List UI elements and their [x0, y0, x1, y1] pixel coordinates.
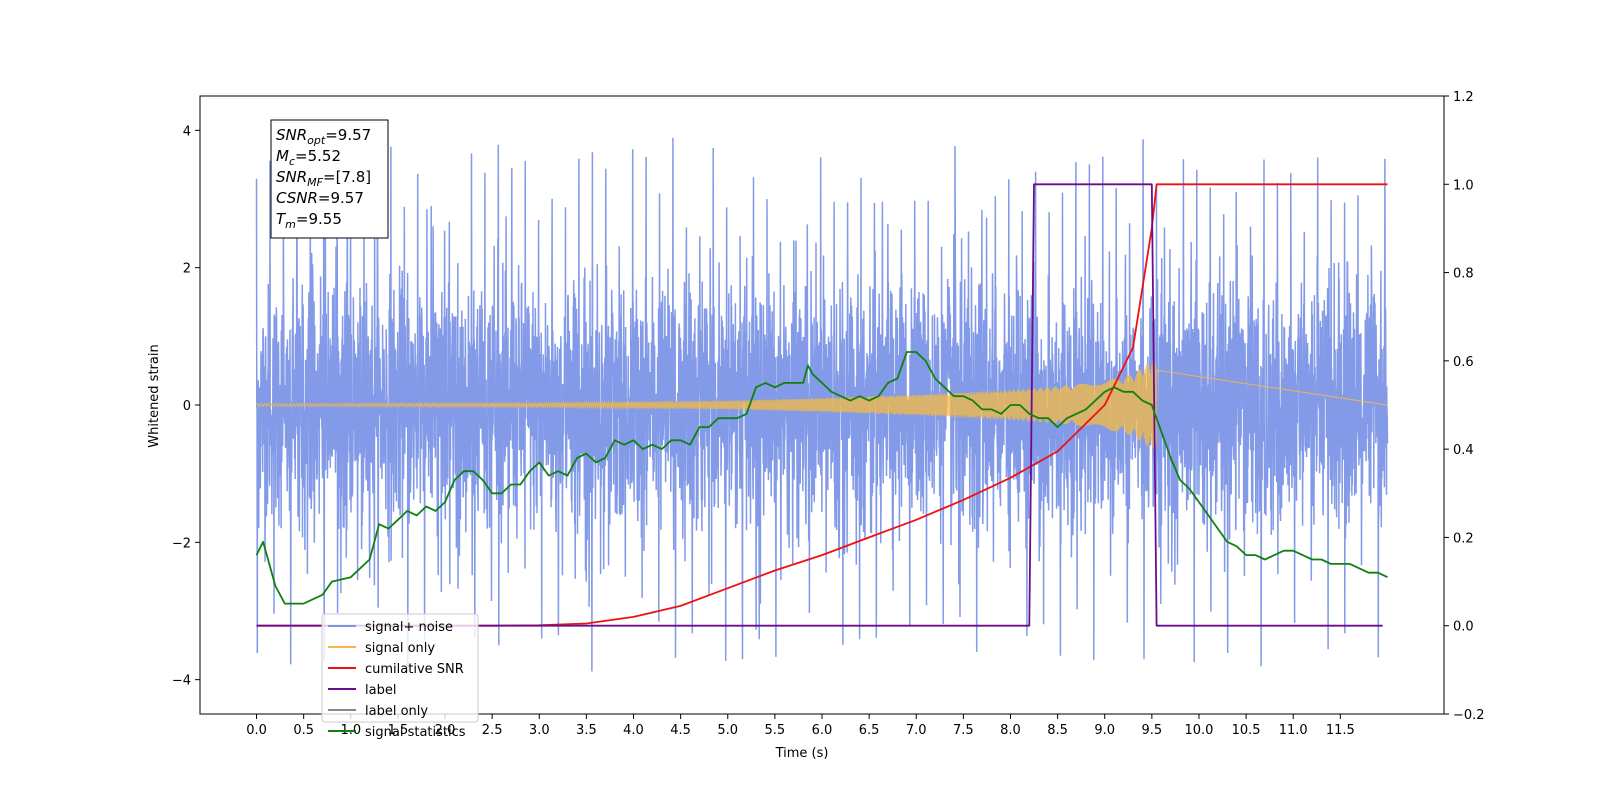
- legend: signal+ noise signal only cumilative SNR la…: [321, 613, 479, 740]
- annotation-line-value: =9.57: [325, 126, 371, 144]
- x-tick-label: 5.0: [717, 723, 738, 738]
- annotation-line-symbol: M: [276, 147, 289, 165]
- legend-entry-label: signal statistics: [365, 725, 466, 740]
- annotation-line: SNRopt=9.57: [276, 126, 371, 147]
- y-tick-label-right: −0.2: [1453, 708, 1485, 723]
- annotation-box-frame: [270, 119, 389, 239]
- annotation-line: Tm=9.55: [276, 210, 342, 231]
- legend-entry-label: label only: [365, 704, 428, 719]
- plot-clip-group: [255, 137, 1389, 673]
- x-tick-label: 10.0: [1184, 723, 1213, 738]
- x-tick-label: 11.0: [1279, 723, 1308, 738]
- series-signal-plus-noise-line: [255, 137, 1389, 673]
- annotation-line: Mc=5.52: [276, 147, 341, 168]
- x-tick-label: 4.5: [670, 723, 691, 738]
- plot-data-layer: [255, 137, 1389, 673]
- annotation-line: SNRMF=[7.8]: [276, 168, 371, 189]
- annotation-line-symbol: SNR: [276, 126, 307, 144]
- y-tick-label-right: 0.0: [1453, 620, 1474, 635]
- x-tick-label: 8.5: [1047, 723, 1068, 738]
- x-tick-label: 1.5: [388, 723, 409, 738]
- annotation-line-subscript: m: [285, 218, 296, 231]
- x-tick-label: 3.5: [576, 723, 597, 738]
- annotation-line-symbol: T: [276, 210, 287, 228]
- x-tick-label: 7.5: [953, 723, 974, 738]
- y-tick-label-right: 0.2: [1453, 531, 1474, 546]
- y-tick-label-left: 2: [183, 262, 191, 277]
- y-tick-label-left: 4: [183, 124, 191, 139]
- annotation-line-value: =9.55: [296, 210, 342, 228]
- series-signal-only-line: [255, 360, 1388, 450]
- y-tick-label-right: 0.4: [1453, 443, 1474, 458]
- x-tick-label: 6.0: [812, 723, 833, 738]
- y-tick-label-right: 0.8: [1453, 267, 1474, 282]
- legend-entry-label: signal only: [365, 641, 435, 656]
- annotation-line-subscript: MF: [307, 176, 323, 189]
- x-tick-label: 5.5: [765, 723, 786, 738]
- annotation-line-value: =9.57: [318, 189, 364, 207]
- x-tick-label: 7.0: [906, 723, 927, 738]
- x-tick-label: 9.5: [1142, 723, 1163, 738]
- x-tick-label: 9.0: [1094, 723, 1115, 738]
- y-tick-label-right: 1.0: [1453, 178, 1474, 193]
- axis-ticks-layer: 0.0 0.5 1.0 1.5 2.0 2.5 3.0 3.5 4.0 4.5 5.0 5.5 6.0 6…: [172, 90, 1485, 738]
- annotation-line-symbol: SNR: [276, 168, 307, 186]
- legend-entry-label: signal+ noise: [365, 620, 453, 635]
- series-signal-statistics-line: [255, 351, 1388, 605]
- legend-entry-label: label: [365, 683, 396, 698]
- legend-entry-label: cumilative SNR: [365, 662, 464, 677]
- annotation-line-subscript: c: [289, 155, 295, 168]
- x-tick-label: 0.0: [246, 723, 267, 738]
- x-tick-label: 4.0: [623, 723, 644, 738]
- legend-frame: [321, 613, 479, 723]
- annotation-line-subscript: opt: [307, 134, 326, 147]
- x-tick-label: 3.0: [529, 723, 550, 738]
- x-axis-label: Time (s): [775, 746, 829, 761]
- x-tick-label: 0.5: [293, 723, 314, 738]
- x-tick-label: 6.5: [859, 723, 880, 738]
- y-axis-label-left: Whitened strain: [147, 344, 162, 447]
- x-tick-label: 11.5: [1326, 723, 1355, 738]
- y-tick-label-right: 1.2: [1453, 90, 1474, 105]
- x-tick-label: 8.0: [1000, 723, 1021, 738]
- x-tick-label: 2.5: [482, 723, 503, 738]
- series-label-line: [256, 183, 1383, 627]
- y-tick-label-left: −4: [172, 674, 191, 689]
- y-tick-label-left: 0: [183, 399, 191, 414]
- x-tick-label: 2.0: [435, 723, 456, 738]
- y-tick-label-left: −2: [172, 536, 191, 551]
- annotation-line-value: =5.52: [295, 147, 341, 165]
- annotation-box: SNRopt=9.57Mc=5.52SNRMF=[7.8]CSNR=9.57Tm…: [270, 119, 389, 239]
- y-tick-label-right: 0.6: [1453, 355, 1474, 370]
- annotation-line-symbol: CSNR: [276, 189, 318, 207]
- annotation-line-value: =[7.8]: [323, 168, 371, 186]
- x-tick-label: 10.5: [1232, 723, 1261, 738]
- series-cumulative-snr-line: [256, 183, 1388, 627]
- annotation-line: CSNR=9.57: [276, 189, 364, 207]
